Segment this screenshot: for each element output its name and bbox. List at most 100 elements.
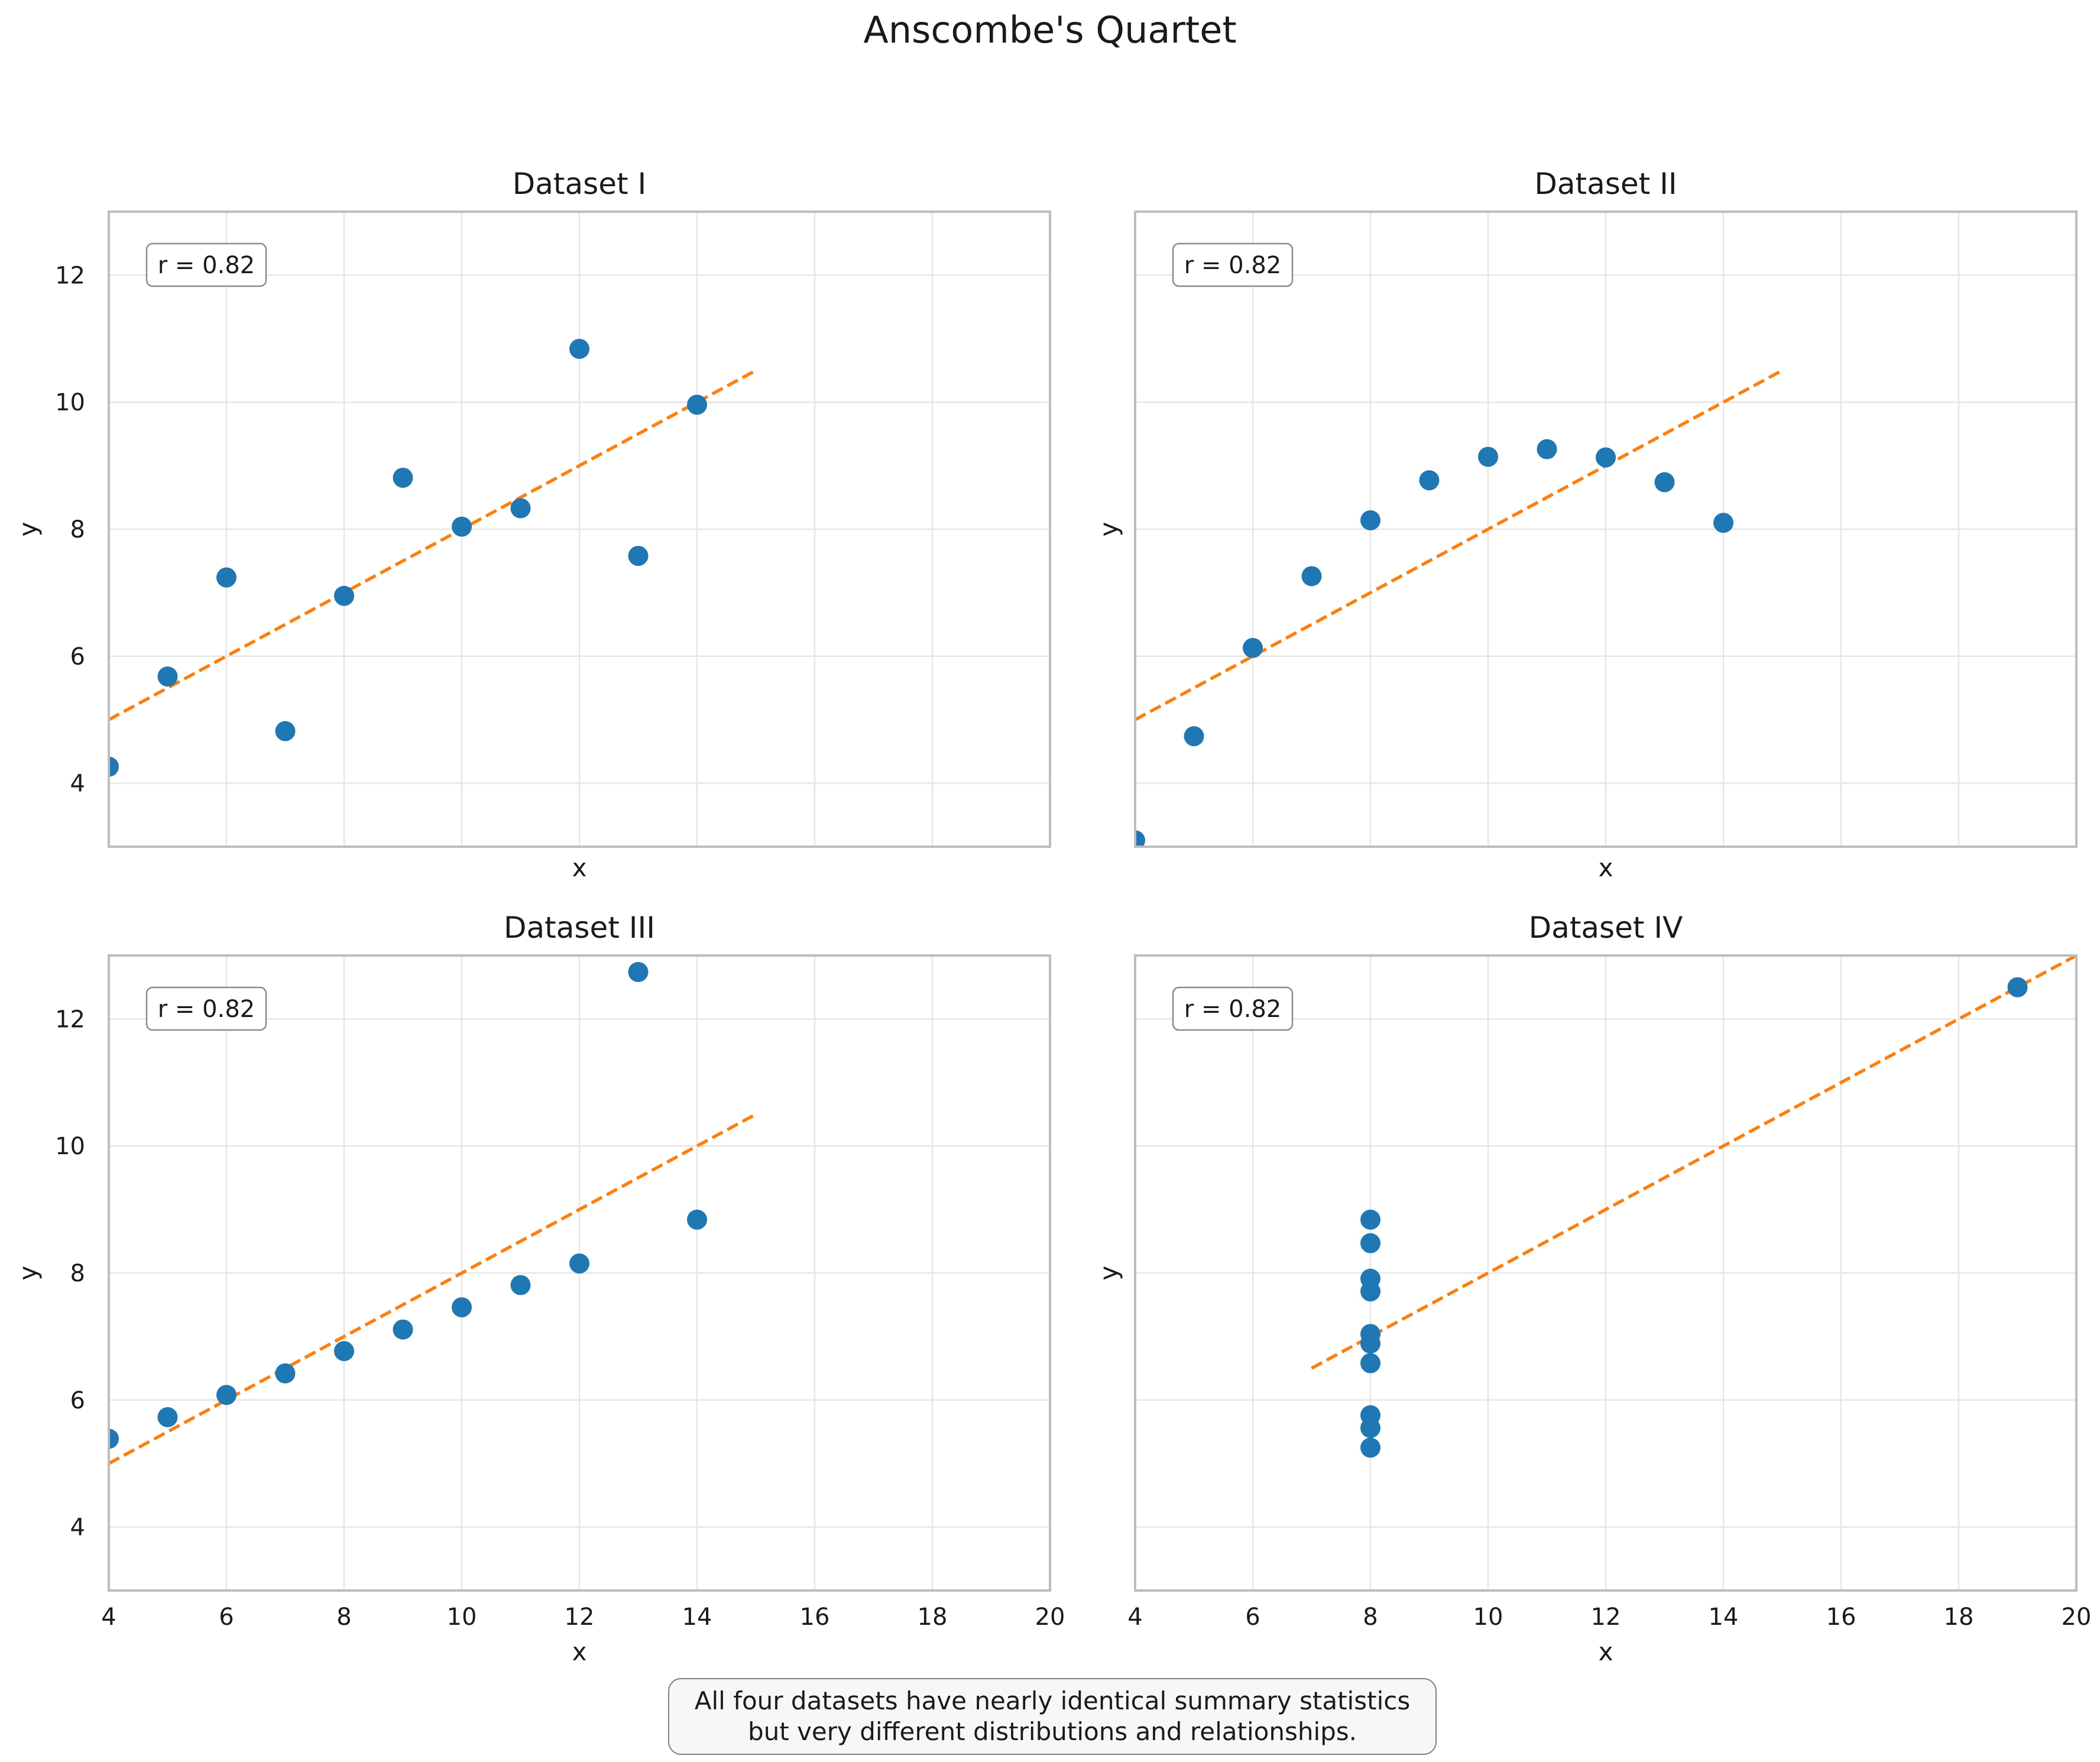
panel-4-data-point: [1360, 1233, 1380, 1254]
panel-4-data-point: [1360, 1437, 1380, 1458]
panel-3-annotation-box: [145, 986, 267, 1031]
panel-2-data-point: [1419, 470, 1440, 491]
panel-4-x-tick-label: 16: [1826, 1604, 1856, 1631]
panel-3-x-tick-label: 12: [565, 1604, 595, 1631]
panel-3-fit-line: [109, 1113, 757, 1465]
panel-2-data-point: [1654, 472, 1675, 493]
panel-3-annotation: r = 0.82: [158, 996, 255, 1023]
panel-1-y-tick-label: 8: [70, 516, 85, 543]
panel-3-x-tick-label: 6: [219, 1604, 234, 1631]
panel-1-data-point: [628, 546, 649, 566]
panel-3-y-tick-label: 12: [55, 1006, 85, 1033]
footnote-line-2: but very different distributions and rel…: [747, 1717, 1357, 1746]
panel-4-x-tick-label: 8: [1363, 1604, 1378, 1631]
panel-2-annotation-box: [1172, 242, 1294, 287]
panel-4-y-label: y: [1094, 1266, 1123, 1281]
panel-3-data-point: [109, 1429, 119, 1449]
panel-1-data-point: [510, 498, 531, 519]
panel-4-x-tick-label: 4: [1127, 1604, 1142, 1631]
panel-2-frame: [1134, 210, 2078, 848]
footnote-line-1: All four datasets have nearly identical …: [694, 1686, 1411, 1715]
panel-1-data-point: [687, 394, 707, 415]
panel-3-x-tick-label: 18: [918, 1604, 948, 1631]
panel-2: Dataset II x y r = 0.82: [1094, 167, 2078, 882]
panel-1-fit-line: [109, 369, 757, 721]
panel-3-data-point: [216, 1385, 236, 1405]
panel-4-x-tick-label: 18: [1944, 1604, 1974, 1631]
panel-3-x-tick-label: 14: [682, 1604, 712, 1631]
panel-4: Dataset IV x y 4 6 8 10 12 14 16 18 20 r = 0.82: [1094, 911, 2091, 1666]
panel-1-y-tick-label: 4: [70, 770, 85, 798]
panel-4-data-point: [1360, 1209, 1380, 1230]
panel-4-annotation: r = 0.82: [1184, 996, 1281, 1023]
panel-3-data-point: [452, 1297, 472, 1317]
panel-1-annotation: r = 0.82: [158, 252, 255, 279]
panel-4-x-tick-label: 20: [2062, 1604, 2092, 1631]
panel-4-data-point: [2007, 977, 2028, 997]
panel-3-x-tick-label: 8: [336, 1604, 351, 1631]
figure-title: Anscombe's Quartet: [863, 8, 1236, 51]
panel-3-data-point: [157, 1407, 178, 1427]
panel-3-frame: [108, 954, 1051, 1592]
panel-1-title: Dataset I: [513, 167, 646, 201]
panel-3-y-tick-label: 10: [55, 1133, 85, 1160]
panel-2-data-point: [1537, 439, 1557, 459]
footnote-box: All four datasets have nearly identical …: [668, 1678, 1437, 1755]
panel-2-data-point: [1713, 513, 1733, 533]
panel-3-y-tick-label: 4: [70, 1514, 85, 1541]
panel-3: Dataset III x y 4 6 8 10 12 14 16 18 20 4 6 8 10 12 r = 0…: [14, 911, 1065, 1666]
panel-1-y-label: y: [14, 522, 43, 537]
panel-4-data-point: [1360, 1353, 1380, 1374]
panel-2-data-point: [1596, 447, 1616, 468]
panel-3-x-tick-label: 20: [1035, 1604, 1065, 1631]
panel-2-y-label: y: [1094, 522, 1123, 537]
panel-2-fit-line: [1135, 369, 1783, 721]
panel-3-x-tick-label: 16: [800, 1604, 830, 1631]
panel-1-annotation-box: [145, 242, 267, 287]
panel-1-data-point: [569, 338, 589, 359]
panel-4-frame: [1134, 954, 2078, 1592]
panel-2-data-point: [1243, 637, 1263, 658]
panel-4-x-tick-label: 14: [1709, 1604, 1739, 1631]
panel-3-data-point: [628, 961, 649, 982]
panel-4-x-tick-label: 12: [1591, 1604, 1621, 1631]
panel-3-y-label: y: [14, 1266, 43, 1281]
panel-3-title: Dataset III: [504, 911, 655, 945]
panel-2-data-point: [1135, 830, 1145, 847]
panel-2-data-point: [1478, 446, 1498, 467]
panel-4-x-tick-label: 6: [1245, 1604, 1260, 1631]
panel-1-y-tick-label: 10: [55, 389, 85, 416]
panel-4-title: Dataset IV: [1529, 911, 1683, 945]
panel-3-data-point: [334, 1341, 354, 1362]
panel-3-x-label: x: [572, 1637, 587, 1666]
panel-4-data-point: [1360, 1333, 1380, 1354]
panel-4-data-point: [1360, 1268, 1380, 1289]
panel-1-data-point: [334, 585, 354, 606]
panel-1: Dataset I x y 4 6 8 10 12 r = 0.82: [14, 167, 1051, 882]
panel-2-data-point: [1301, 566, 1322, 587]
panel-3-x-tick-label: 10: [447, 1604, 477, 1631]
panel-3-data-point: [569, 1253, 589, 1274]
panel-2-data-point: [1360, 510, 1380, 530]
panel-1-data-point: [393, 468, 413, 488]
panel-2-annotation: r = 0.82: [1184, 252, 1281, 279]
panel-3-data-point: [393, 1319, 413, 1340]
panel-4-data-point: [1360, 1418, 1380, 1439]
panel-3-data-point: [275, 1363, 296, 1384]
panel-3-data-point: [510, 1275, 531, 1295]
panel-1-data-point: [216, 567, 236, 588]
panel-1-frame: [108, 210, 1051, 848]
panel-2-title: Dataset II: [1534, 167, 1677, 201]
panel-3-y-tick-label: 6: [70, 1387, 85, 1414]
panel-4-annotation-box: [1172, 986, 1294, 1031]
panel-1-data-point: [157, 666, 178, 687]
panel-1-y-tick-label: 12: [55, 262, 85, 289]
panel-2-x-label: x: [1599, 853, 1613, 882]
panel-1-x-label: x: [572, 853, 587, 882]
panel-3-data-point: [687, 1209, 707, 1230]
panel-4-fit-line: [1311, 956, 2076, 1370]
panel-4-x-label: x: [1599, 1637, 1613, 1666]
panel-1-data-point: [452, 516, 472, 537]
panel-3-x-tick-label: 4: [101, 1604, 116, 1631]
